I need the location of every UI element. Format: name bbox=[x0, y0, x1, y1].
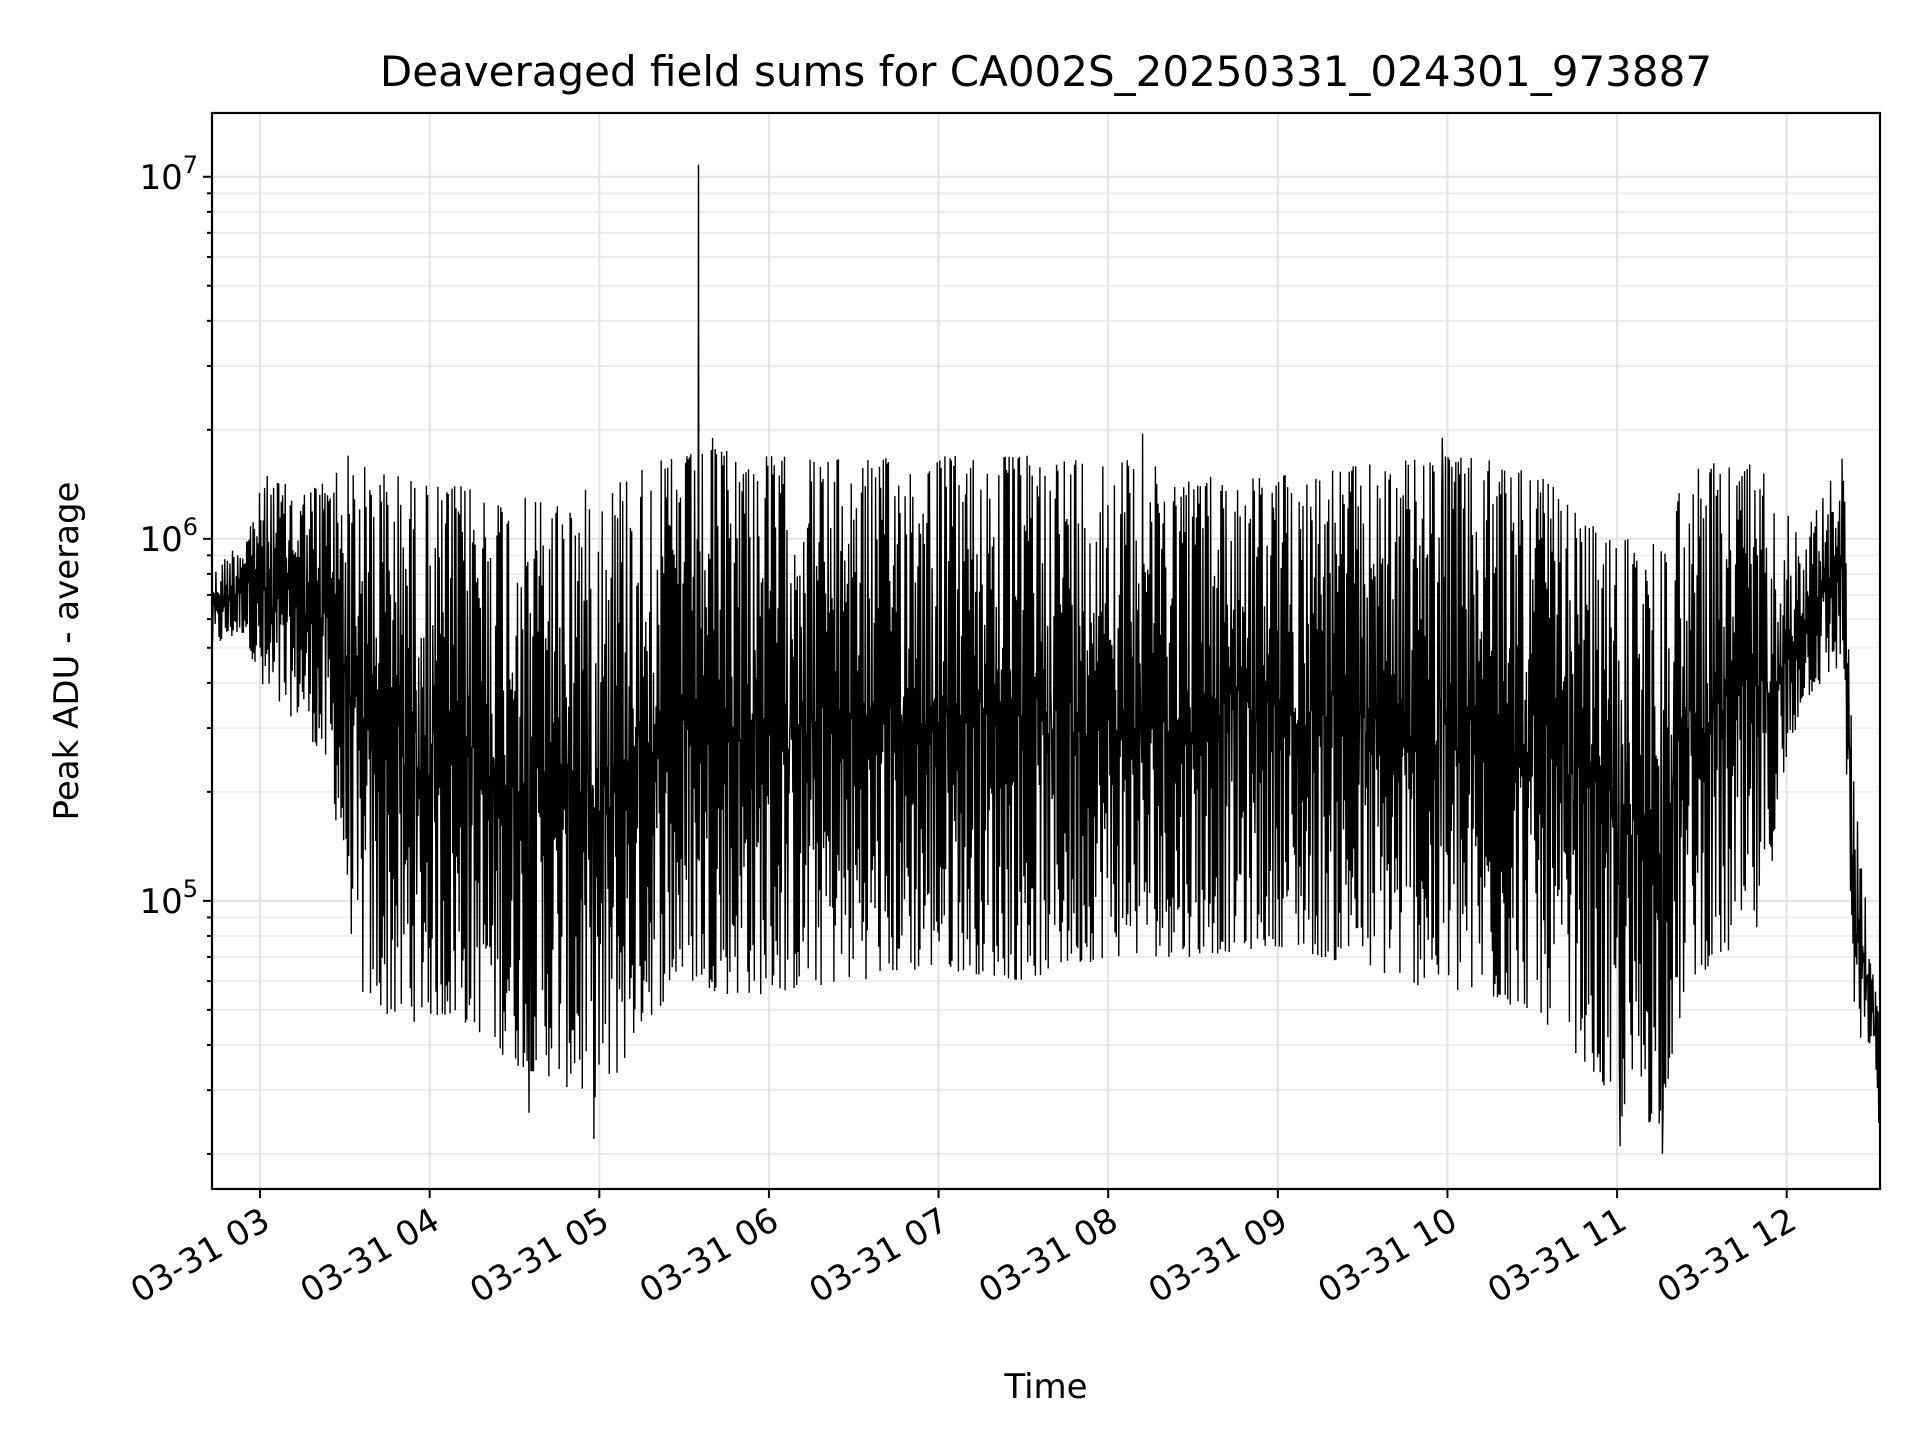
x-tick-label: 03-31 11 bbox=[1481, 1200, 1633, 1311]
x-tick-label: 03-31 03 bbox=[124, 1200, 276, 1311]
y-axis-label: Peak ADU - average bbox=[47, 482, 87, 821]
y-tick-label: 107 bbox=[139, 151, 198, 198]
x-tick-label: 03-31 06 bbox=[633, 1200, 785, 1311]
x-tick-label: 03-31 04 bbox=[294, 1200, 446, 1311]
x-axis-label: Time bbox=[1003, 1367, 1087, 1407]
x-tick-label: 03-31 12 bbox=[1651, 1200, 1803, 1311]
x-tick-label: 03-31 05 bbox=[463, 1200, 615, 1311]
series bbox=[211, 164, 1881, 1154]
x-tick-label: 03-31 09 bbox=[1142, 1200, 1294, 1311]
y-tick-label: 106 bbox=[139, 513, 198, 560]
x-tick-label: 03-31 10 bbox=[1312, 1200, 1464, 1311]
chart-title: Deaveraged field sums for CA002S_2025033… bbox=[380, 47, 1712, 96]
plot-frame bbox=[210, 111, 1882, 1191]
y-tick-label: 105 bbox=[139, 875, 198, 922]
x-tick-label: 03-31 07 bbox=[803, 1200, 955, 1311]
x-tick-label: 03-31 08 bbox=[972, 1200, 1124, 1311]
series-line bbox=[211, 164, 1881, 1154]
